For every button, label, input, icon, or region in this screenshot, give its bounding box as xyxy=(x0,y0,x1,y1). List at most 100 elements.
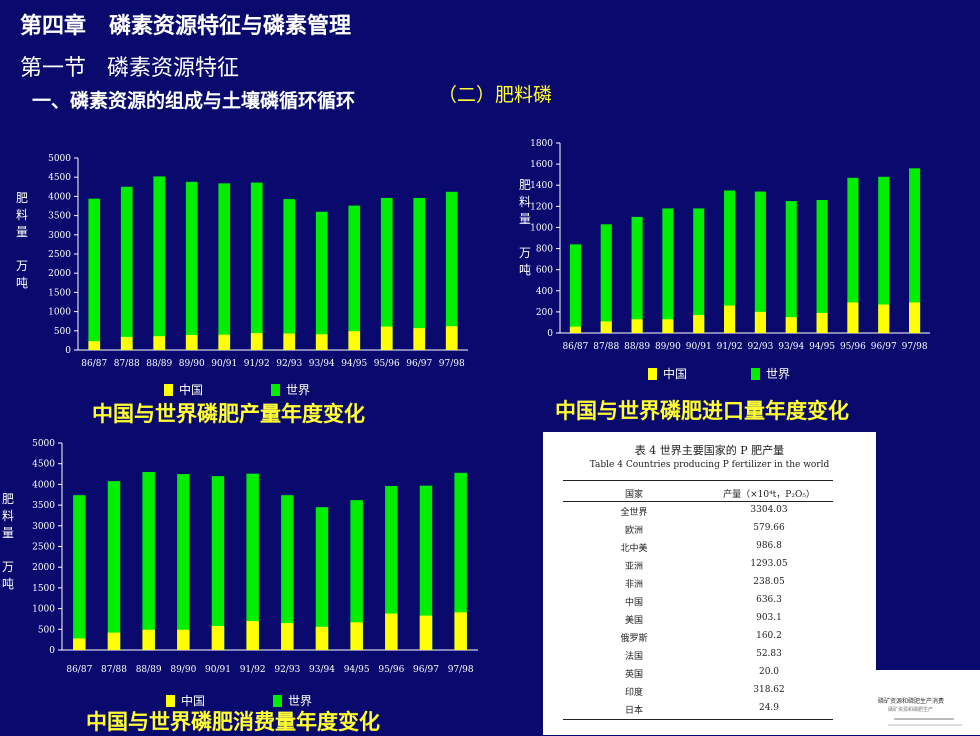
bar-china xyxy=(153,336,166,350)
y-tick-label: 4500 xyxy=(32,460,55,470)
table-cell-output: 238.05 xyxy=(753,577,785,587)
bar-china xyxy=(816,312,828,333)
bar-china xyxy=(724,305,736,333)
bar-world xyxy=(631,216,643,333)
x-tick-label: 93/94 xyxy=(309,359,335,369)
x-tick-label: 96/97 xyxy=(406,359,432,369)
table-cell-output: 1293.05 xyxy=(750,559,788,569)
x-tick-label: 90/91 xyxy=(211,359,237,369)
table-cell-country: 美国 xyxy=(624,616,643,626)
chart-production: 0 500 1000 1500 2000 2500 3000 3500 4000 4500 5000… xyxy=(16,154,468,369)
y-axis-label: 料 xyxy=(519,195,531,209)
bar-world xyxy=(380,197,393,350)
y-axis-label: 吨 xyxy=(519,263,531,277)
table-cell-output: 636.3 xyxy=(756,595,782,605)
bar-world xyxy=(73,495,86,650)
bar-world xyxy=(878,176,890,333)
bar-china xyxy=(385,613,398,650)
y-tick-label: 3000 xyxy=(48,231,71,241)
x-tick-label: 89/90 xyxy=(170,665,196,675)
legend-label-world: 世界 xyxy=(288,694,313,708)
bar-world xyxy=(250,182,263,350)
legend-label-china: 中国 xyxy=(179,383,204,397)
legend-label-world: 世界 xyxy=(286,383,311,397)
table-header-row: 国家 产量（×10⁴t，P₂O₅） xyxy=(563,487,833,505)
bar-china xyxy=(211,625,225,650)
legend-swatch-china xyxy=(166,694,175,707)
y-tick-label: 0 xyxy=(65,346,71,356)
y-tick-label: 1200 xyxy=(530,202,553,212)
bar-china xyxy=(847,302,859,333)
x-tick-label: 95/96 xyxy=(374,359,400,369)
table-cell-output: 24.9 xyxy=(758,703,780,713)
table-row: 美国 903.1 xyxy=(563,613,833,631)
bar-china xyxy=(107,632,121,650)
y-tick-label: 5000 xyxy=(32,439,55,449)
bar-world xyxy=(454,472,467,650)
bar-world xyxy=(107,481,121,650)
x-tick-label: 88/89 xyxy=(624,342,650,352)
y-axis-label: 量 xyxy=(16,225,28,239)
bar-china xyxy=(454,612,467,650)
y-tick-label: 400 xyxy=(536,287,553,297)
y-axis-label: 肥 xyxy=(16,191,28,205)
y-tick-label: 500 xyxy=(38,625,55,635)
y-tick-label: 1800 xyxy=(530,139,553,149)
y-tick-label: 2500 xyxy=(32,543,55,553)
y-tick-label: 1000 xyxy=(530,223,553,233)
chart-title-production: 中国与世界磷肥产量年度变化 xyxy=(92,401,365,426)
bar-world xyxy=(348,205,361,350)
bar-world xyxy=(177,474,190,650)
bar-world xyxy=(785,201,797,333)
slide-thumbnail: 磷矿资源和磷肥生产消费 磷矿资源和磷肥生产 xyxy=(876,670,980,735)
table-rule-header xyxy=(563,501,833,502)
x-tick-label: 87/88 xyxy=(101,665,127,675)
chart-consumption: 0 500 1000 1500 2000 2500 3000 3500 4000 4500 5000… xyxy=(2,439,478,675)
table-cell-output: 20.0 xyxy=(758,667,780,677)
y-tick-label: 3500 xyxy=(48,212,71,222)
bar-world xyxy=(185,181,198,350)
x-tick-label: 86/87 xyxy=(81,359,107,369)
y-tick-label: 500 xyxy=(54,327,71,337)
bar-china xyxy=(445,326,458,350)
bar-world xyxy=(662,208,674,333)
x-tick-label: 86/87 xyxy=(66,665,92,675)
table-caption-cn: 表 4 世界主要国家的 P 肥产量 xyxy=(634,444,785,457)
x-tick-label: 89/90 xyxy=(655,342,681,352)
bar-world xyxy=(211,476,225,650)
y-tick-label: 4000 xyxy=(32,480,55,490)
table-row: 欧洲 579.66 xyxy=(563,523,833,541)
y-tick-label: 1500 xyxy=(48,288,71,298)
legend-production: 中国 世界 xyxy=(164,381,310,398)
y-axis-label: 料 xyxy=(16,208,28,222)
y-tick-label: 1600 xyxy=(530,160,553,170)
y-tick-label: 3500 xyxy=(32,501,55,511)
table-row: 中国 636.3 xyxy=(563,595,833,613)
bar-china xyxy=(413,328,426,350)
legend-imports: 中国 世界 xyxy=(648,365,790,382)
table-row: 法国 52.83 xyxy=(563,649,833,667)
bar-china xyxy=(250,333,263,350)
bar-world xyxy=(419,485,433,650)
table-cell-country: 印度 xyxy=(624,688,643,698)
bar-china xyxy=(315,334,328,350)
bar-world xyxy=(142,471,155,650)
table-cell-output: 160.2 xyxy=(756,631,782,641)
bar-world xyxy=(153,176,166,350)
y-tick-label: 1000 xyxy=(48,308,71,318)
y-tick-label: 600 xyxy=(536,266,553,276)
table-row: 北中美 986.8 xyxy=(563,541,833,559)
y-axis-label: 量 xyxy=(2,526,14,540)
bar-world xyxy=(315,507,329,650)
bar-world xyxy=(246,473,259,650)
bar-china xyxy=(315,626,329,650)
table-cell-country: 法国 xyxy=(624,652,643,662)
bar-china xyxy=(350,622,363,650)
y-axis-label: 万 xyxy=(16,259,28,273)
y-tick-label: 4000 xyxy=(48,192,71,202)
legend-label-china: 中国 xyxy=(181,694,206,708)
table-rule-bottom xyxy=(563,719,833,720)
table-cell-output: 579.66 xyxy=(753,523,785,533)
y-tick-label: 0 xyxy=(49,646,55,656)
